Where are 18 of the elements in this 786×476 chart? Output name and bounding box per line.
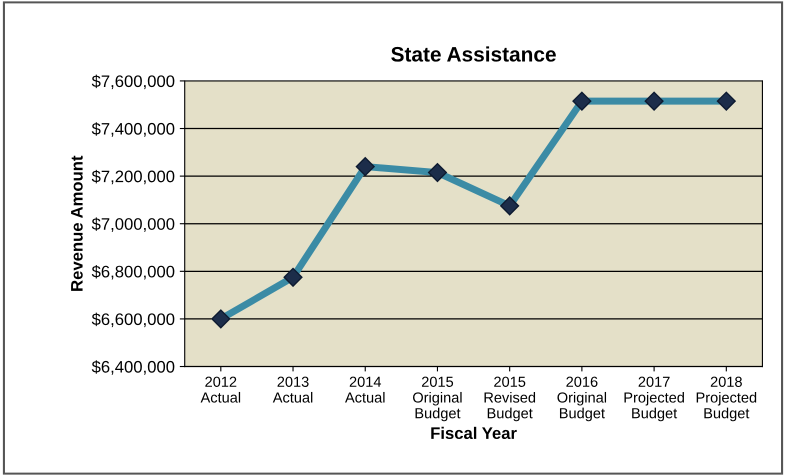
x-tick-label: 2015 Revised Budget	[484, 376, 536, 422]
y-tick-label: $7,200,000	[92, 170, 174, 184]
x-tick-label: 2012 Actual	[200, 376, 240, 403]
y-tick-label: $6,800,000	[92, 265, 174, 280]
y-axis-title: Revenue Amount	[71, 156, 83, 291]
y-tick-label: $6,400,000	[92, 360, 174, 375]
y-tick-label: $7,600,000	[92, 74, 174, 90]
x-tick-label: 2016 Original Budget	[557, 376, 606, 422]
y-tick-label: $7,000,000	[92, 217, 174, 232]
chart-title: State Assistance	[391, 46, 556, 62]
x-tick-label: 2013 Actual	[272, 376, 312, 403]
y-tick-label: $6,600,000	[92, 312, 174, 328]
x-tick-label: 2017 Projected Budget	[624, 376, 684, 422]
x-tick-label: 2015 Original Budget	[413, 376, 462, 422]
x-tick-label: 2014 Actual	[345, 376, 385, 403]
x-tick-label: 2018 Projected Budget	[696, 376, 756, 422]
y-tick-label: $7,400,000	[92, 122, 174, 137]
x-axis-title: Fiscal Year	[431, 426, 517, 440]
